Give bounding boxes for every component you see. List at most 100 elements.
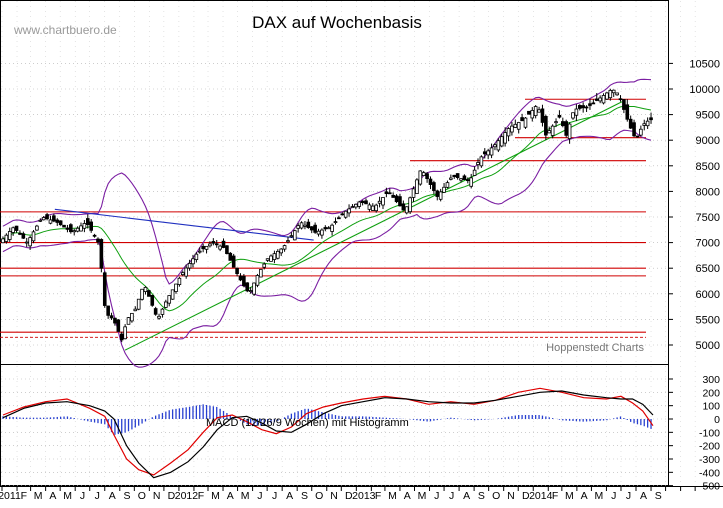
macd-title: MACD (12/26/9 Wochen) mit Histogramm bbox=[206, 417, 409, 429]
price-candle bbox=[114, 318, 117, 323]
price-candle bbox=[609, 90, 612, 97]
price-candle bbox=[358, 202, 361, 206]
price-candle bbox=[293, 231, 296, 240]
price-candle bbox=[646, 121, 649, 126]
price-candle bbox=[266, 259, 269, 261]
x-tick-label: O bbox=[315, 490, 323, 502]
price-candle bbox=[514, 124, 517, 127]
x-tick-label: 2012 bbox=[175, 490, 199, 502]
x-tick-label: M bbox=[241, 490, 250, 502]
price-candle bbox=[198, 251, 201, 252]
price-candle bbox=[205, 246, 208, 249]
price-candle bbox=[131, 313, 134, 321]
price-candle bbox=[405, 207, 408, 213]
price-candle bbox=[392, 195, 395, 197]
x-tick-label: N bbox=[330, 490, 338, 502]
price-candle bbox=[22, 234, 25, 238]
price-candle bbox=[232, 256, 235, 267]
price-candle bbox=[592, 103, 595, 104]
price-candle bbox=[188, 263, 191, 268]
price-candle bbox=[52, 216, 55, 221]
price-candle bbox=[80, 226, 83, 231]
price-candle bbox=[192, 259, 195, 264]
price-candle bbox=[256, 275, 259, 285]
x-tick-label: M bbox=[595, 490, 604, 502]
price-candle bbox=[531, 110, 534, 118]
x-tick-label: S bbox=[478, 490, 485, 502]
price-candle bbox=[575, 109, 578, 115]
price-candle bbox=[565, 122, 568, 136]
price-candle bbox=[39, 220, 42, 221]
price-candle bbox=[73, 231, 76, 232]
price-candle bbox=[511, 126, 514, 132]
x-tick-label: J bbox=[95, 490, 100, 502]
price-candle bbox=[446, 183, 449, 188]
price-candle bbox=[524, 118, 527, 127]
price-tick-label: 5000 bbox=[696, 340, 720, 352]
price-candle bbox=[229, 253, 232, 260]
price-candle bbox=[395, 196, 398, 202]
price-candle bbox=[548, 131, 551, 133]
price-candle bbox=[175, 284, 178, 291]
price-candle bbox=[236, 268, 239, 273]
price-candle bbox=[399, 197, 402, 206]
price-candle bbox=[19, 233, 22, 234]
macd-tick-label: -300 bbox=[699, 454, 720, 466]
price-candle bbox=[578, 105, 581, 108]
price-candle bbox=[317, 231, 320, 234]
x-tick-label: S bbox=[301, 490, 308, 502]
x-tick-label: M bbox=[63, 490, 72, 502]
x-tick-label: S bbox=[655, 490, 662, 502]
price-candle bbox=[63, 225, 66, 227]
x-tick-label: M bbox=[34, 490, 43, 502]
price-candle bbox=[107, 306, 110, 315]
price-candle bbox=[629, 119, 632, 128]
price-candle bbox=[643, 124, 646, 126]
price-candle bbox=[239, 276, 242, 280]
price-candle bbox=[134, 309, 137, 311]
price-candle bbox=[25, 242, 28, 243]
price-candle bbox=[151, 295, 154, 305]
price-candle bbox=[449, 178, 452, 179]
price-candle bbox=[429, 179, 432, 185]
price-candle bbox=[124, 327, 127, 339]
price-candle bbox=[341, 214, 344, 215]
price-candle bbox=[466, 180, 469, 181]
x-tick-label: S bbox=[124, 490, 131, 502]
x-tick-label: A bbox=[109, 490, 116, 502]
x-tick-label: 2013 bbox=[352, 490, 376, 502]
price-candle bbox=[144, 287, 147, 291]
macd-tick-label: 0 bbox=[714, 414, 720, 426]
price-candle bbox=[378, 201, 381, 203]
x-tick-label: A bbox=[49, 490, 56, 502]
price-candle bbox=[595, 99, 598, 100]
price-candle bbox=[324, 228, 327, 229]
price-candle bbox=[76, 228, 79, 231]
macd-tick-label: -400 bbox=[699, 467, 720, 479]
x-tick-label: N bbox=[153, 490, 161, 502]
price-tick-label: 9000 bbox=[696, 135, 720, 147]
price-candle bbox=[490, 148, 493, 155]
x-tick-label: J bbox=[80, 490, 85, 502]
price-candle bbox=[100, 239, 103, 268]
price-candle bbox=[504, 133, 507, 143]
price-candle bbox=[12, 228, 15, 233]
price-candle bbox=[487, 151, 490, 155]
price-candle bbox=[568, 124, 571, 139]
price-tick-label: 6500 bbox=[696, 263, 720, 275]
x-tick-label: A bbox=[581, 490, 588, 502]
price-candle bbox=[477, 163, 480, 165]
x-tick-label: O bbox=[138, 490, 146, 502]
price-candle bbox=[351, 207, 354, 208]
price-candle bbox=[297, 226, 300, 229]
price-candle bbox=[606, 93, 609, 99]
price-candle bbox=[538, 110, 541, 112]
price-candle bbox=[589, 104, 592, 106]
price-candle bbox=[314, 225, 317, 232]
price-candle bbox=[304, 225, 307, 226]
macd-tick-label: -100 bbox=[699, 427, 720, 439]
price-tick-label: 9500 bbox=[696, 110, 720, 122]
price-candle bbox=[15, 226, 18, 230]
price-candle bbox=[249, 291, 252, 292]
